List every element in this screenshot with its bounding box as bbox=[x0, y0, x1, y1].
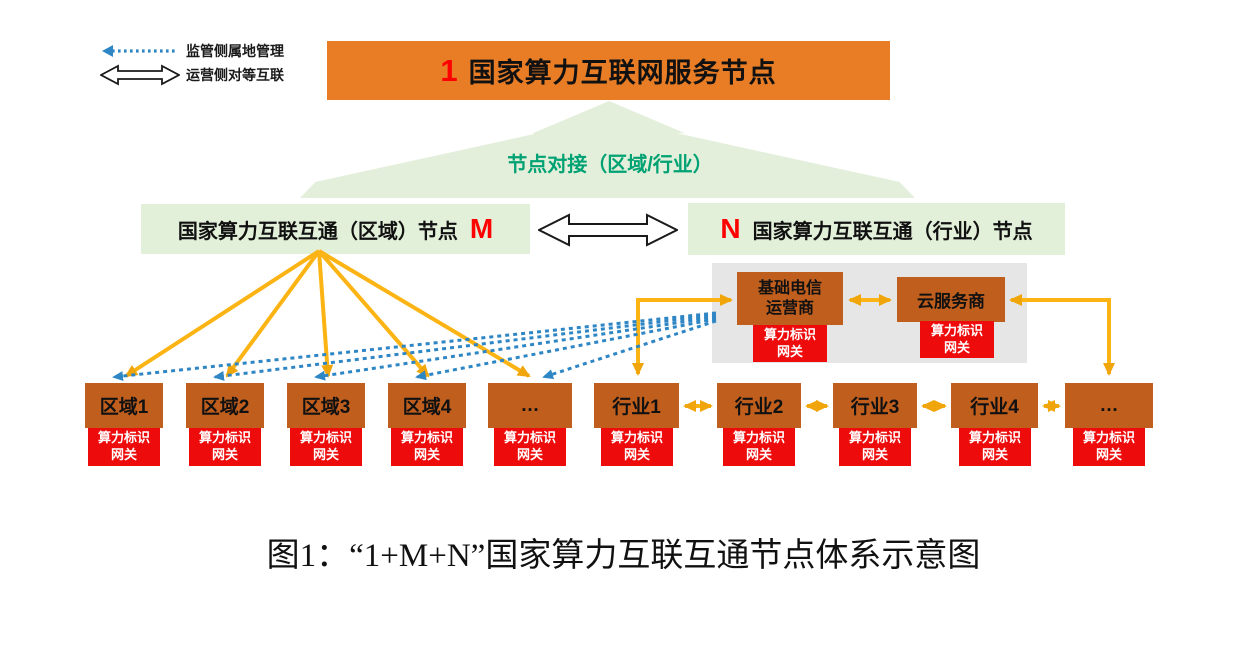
leaf-label: 行业4 bbox=[970, 397, 1019, 418]
gateway-line1: 算力标识 bbox=[848, 430, 901, 446]
legend-item-operation: 运营侧对等互联 bbox=[100, 64, 284, 86]
gateway-line2: 网关 bbox=[623, 447, 650, 462]
leaf-label: 区域3 bbox=[301, 397, 351, 418]
gateway-line1: 算力标识 bbox=[968, 430, 1021, 446]
leaf-gateway-badge: 算力标识 网关 bbox=[723, 428, 795, 466]
industry-leaf-1: 行业1 bbox=[594, 383, 679, 428]
region-leaf-3: 区域3 bbox=[287, 383, 365, 428]
leaf-label: 行业2 bbox=[734, 397, 784, 418]
gateway-line1: 算力标识 bbox=[97, 430, 150, 446]
leaf-gateway-badge: 算力标识 网关 bbox=[959, 428, 1031, 466]
industry-hub-node: N 国家算力互联互通（行业）节点 bbox=[688, 203, 1065, 255]
legend-item-supervision: 监管侧属地管理 bbox=[100, 40, 284, 62]
leaf-gateway-badge: 算力标识 网关 bbox=[839, 428, 911, 466]
industry-leaf-2: 行业2 bbox=[717, 383, 801, 428]
leaf-label: … bbox=[1099, 394, 1119, 416]
figure-caption: 图1：“1+M+N”国家算力互联互通节点体系示意图 bbox=[266, 538, 981, 574]
region-leaf-1: 区域1 bbox=[85, 383, 163, 428]
gateway-line2: 网关 bbox=[211, 447, 238, 462]
region-hub-node: 国家算力互联互通（区域）节点 M bbox=[141, 204, 530, 254]
region-leaf-5: … bbox=[488, 383, 572, 428]
national-service-node: 1 国家算力互联网服务节点 bbox=[327, 41, 890, 100]
legend-label-operation: 运营侧对等互联 bbox=[186, 67, 284, 83]
node-label: 国家算力互联网服务节点 bbox=[468, 58, 777, 88]
gateway-line2: 网关 bbox=[110, 447, 137, 462]
leaf-gateway-badge: 算力标识 网关 bbox=[189, 428, 261, 466]
region-hub-label: 国家算力互联互通（区域）节点 bbox=[177, 220, 458, 243]
gateway-line2: 网关 bbox=[413, 447, 440, 462]
gateway-line2: 网关 bbox=[943, 339, 970, 355]
gateway-line1: 算力标识 bbox=[763, 326, 816, 342]
gateway-line2: 网关 bbox=[516, 447, 543, 462]
gateway-line1: 算力标识 bbox=[299, 430, 352, 446]
gateway-line1: 算力标识 bbox=[503, 430, 556, 446]
leaf-gateway-badge: 算力标识 网关 bbox=[494, 428, 566, 466]
gateway-line2: 网关 bbox=[776, 343, 803, 359]
double-arrow-icon bbox=[100, 63, 180, 87]
leaf-label: 区域4 bbox=[402, 397, 452, 418]
cloud-label: 云服务商 bbox=[917, 292, 985, 311]
industry-hub-label: 国家算力互联互通（行业）节点 bbox=[752, 220, 1033, 243]
leaf-label: … bbox=[520, 394, 540, 416]
telecom-label-line1: 基础电信 bbox=[757, 280, 822, 298]
gateway-line2: 网关 bbox=[981, 447, 1008, 462]
leaf-label: 区域1 bbox=[99, 397, 149, 418]
node-number: 1 bbox=[440, 52, 458, 88]
peer-interconnect-arrow bbox=[536, 213, 680, 252]
telecom-operator-node: 基础电信 运营商 bbox=[737, 272, 843, 325]
gateway-line2: 网关 bbox=[861, 447, 888, 462]
leaf-gateway-badge: 算力标识 网关 bbox=[1073, 428, 1145, 466]
region-leaf-4: 区域4 bbox=[388, 383, 466, 428]
telecom-gateway-badge: 算力标识 网关 bbox=[753, 325, 827, 362]
dotted-arrow-icon bbox=[100, 44, 180, 58]
legend: 监管侧属地管理 运营侧对等互联 bbox=[100, 40, 284, 88]
cloud-provider-node: 云服务商 bbox=[897, 277, 1005, 322]
gateway-line2: 网关 bbox=[1095, 447, 1122, 462]
cloud-gateway-badge: 算力标识 网关 bbox=[920, 321, 994, 358]
leaf-gateway-badge: 算力标识 网关 bbox=[601, 428, 673, 466]
gateway-line2: 网关 bbox=[745, 447, 772, 462]
leaf-gateway-badge: 算力标识 网关 bbox=[88, 428, 160, 466]
industry-leaf-3: 行业3 bbox=[833, 383, 917, 428]
gateway-line1: 算力标识 bbox=[930, 322, 983, 338]
leaf-gateway-badge: 算力标识 网关 bbox=[391, 428, 463, 466]
industry-hub-letter: N bbox=[720, 213, 741, 244]
leaf-label: 行业1 bbox=[612, 397, 661, 418]
leaf-gateway-badge: 算力标识 网关 bbox=[290, 428, 362, 466]
gateway-line1: 算力标识 bbox=[732, 430, 785, 446]
leaf-label: 区域2 bbox=[200, 397, 250, 418]
docking-label: 节点对接（区域/行业） bbox=[507, 154, 713, 176]
gateway-line1: 算力标识 bbox=[1082, 430, 1135, 446]
region-leaf-2: 区域2 bbox=[186, 383, 264, 428]
gateway-line2: 网关 bbox=[312, 447, 339, 462]
legend-label-supervision: 监管侧属地管理 bbox=[186, 43, 284, 59]
telecom-label-line2: 运营商 bbox=[765, 299, 814, 317]
leaf-label: 行业3 bbox=[850, 397, 900, 418]
gateway-line1: 算力标识 bbox=[400, 430, 453, 446]
industry-leaf-4: 行业4 bbox=[951, 383, 1038, 428]
gateway-line1: 算力标识 bbox=[610, 430, 663, 446]
industry-leaf-5: … bbox=[1065, 383, 1153, 428]
region-hub-letter: M bbox=[469, 213, 494, 244]
gateway-line1: 算力标识 bbox=[198, 430, 251, 446]
